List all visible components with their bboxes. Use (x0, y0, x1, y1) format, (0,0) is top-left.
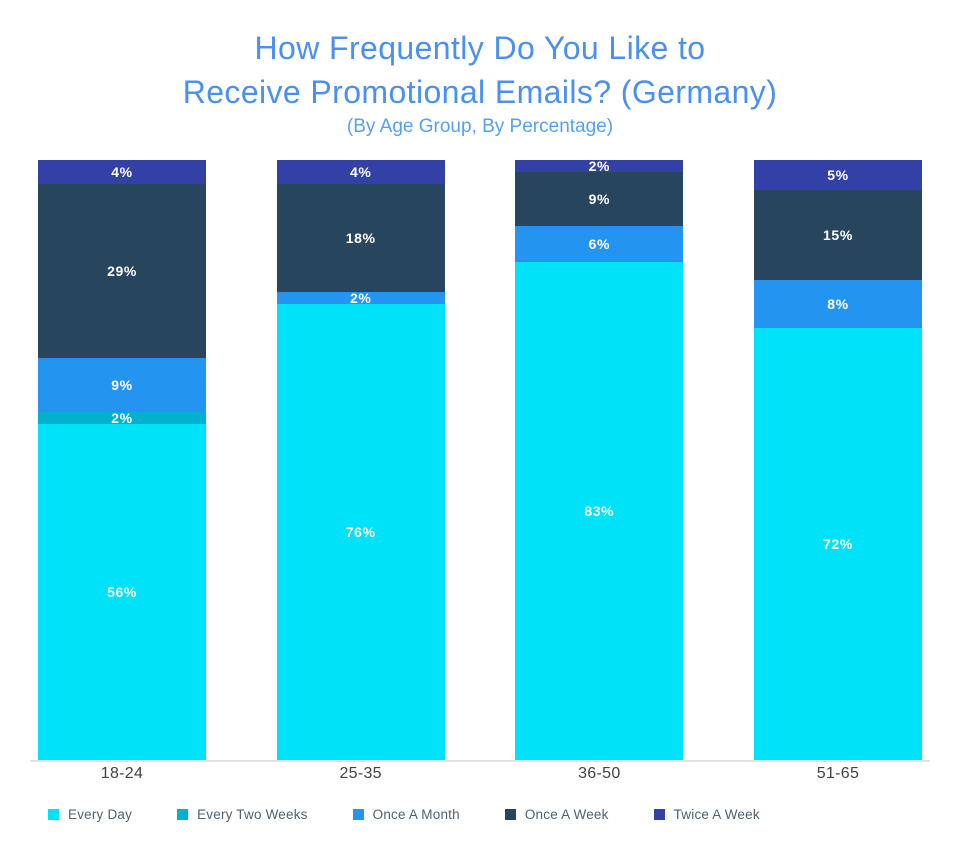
segment-twice-a-week: 4% (38, 160, 206, 184)
bar-51-65: 5% 15% 8% 72% (753, 160, 922, 760)
legend-swatch-icon (48, 809, 59, 820)
legend-swatch-icon (177, 809, 189, 820)
segment-value-label: 29% (107, 263, 137, 279)
bar-18-24: 4% 29% 9% 2% 56% (38, 160, 206, 760)
segment-value-label: 18% (345, 230, 376, 246)
segment-value-label: 2% (588, 158, 611, 174)
segment-value-label: 72% (823, 536, 853, 552)
legend-item-label: Once A Month (372, 807, 460, 822)
legend-item-label: Once A Week (524, 807, 609, 822)
chart-title: How Frequently Do You Like to Receive Pr… (0, 26, 960, 114)
segment-every-day: 56% (38, 424, 206, 760)
segment-value-label: 9% (111, 377, 133, 393)
chart-title-line1: How Frequently Do You Like to (254, 30, 706, 66)
legend-item-label: Every Day (68, 807, 133, 822)
segment-every-two-weeks: 2% (38, 410, 206, 426)
legend-item-once-a-week: Once A Week (504, 807, 609, 822)
x-axis-label-18-24: 18-24 (100, 765, 144, 782)
segment-twice-a-week: 2% (515, 158, 684, 174)
segment-once-a-week: 18% (276, 184, 445, 292)
chart-title-line2: Receive Promotional Emails? (Germany) (182, 74, 778, 110)
segment-value-label: 2% (349, 290, 372, 306)
legend-swatch-icon (653, 809, 665, 820)
x-axis-label-25-35: 25-35 (339, 765, 382, 782)
segment-value-label: 15% (823, 227, 853, 243)
segment-once-a-week: 9% (515, 172, 684, 226)
segment-value-label: 83% (584, 503, 615, 519)
segment-every-day: 72% (753, 328, 922, 760)
segment-once-a-month: 2% (276, 290, 445, 306)
x-axis-label-36-50: 36-50 (578, 765, 621, 782)
chart-legend: Every Day Every Two Weeks Once A Month Once… (48, 807, 960, 822)
x-axis-line (30, 760, 930, 762)
legend-item-label: Twice A Week (673, 807, 760, 822)
legend-item-label: Every Two Weeks (197, 807, 308, 822)
segment-once-a-month: 9% (38, 358, 206, 412)
x-axis-labels: 18-24 25-35 36-50 51-65 (38, 765, 922, 783)
segment-value-label: 2% (111, 410, 133, 426)
legend-item-every-two-weeks: Every Two Weeks (177, 807, 308, 822)
segment-value-label: 56% (107, 584, 137, 600)
segment-once-a-week: 29% (38, 184, 206, 358)
segment-once-a-month: 6% (515, 226, 684, 262)
segment-value-label: 9% (588, 191, 611, 207)
segment-once-a-month: 8% (753, 280, 922, 328)
segment-every-day: 76% (276, 304, 445, 760)
bar-25-35: 4% 18% 2% 76% (276, 160, 445, 760)
legend-swatch-icon (504, 809, 516, 820)
segment-value-label: 4% (111, 164, 133, 180)
plot-area: 4% 29% 9% 2% 56% 4% 18% 2% 76% 2% 9% 6% 83% 5% 15% 8% 72… (30, 158, 930, 762)
legend-swatch-icon (352, 809, 364, 820)
legend-item-twice-a-week: Twice A Week (653, 807, 760, 822)
segment-twice-a-week: 5% (753, 160, 922, 190)
segment-value-label: 76% (345, 524, 376, 540)
legend-item-once-a-month: Once A Month (352, 807, 460, 822)
segment-twice-a-week: 4% (276, 160, 445, 184)
legend-item-every-day: Every Day (48, 807, 132, 822)
segment-value-label: 4% (349, 164, 372, 180)
chart-subtitle: (By Age Group, By Percentage) (346, 116, 614, 137)
segment-value-label: 5% (827, 167, 849, 183)
segment-once-a-week: 15% (753, 190, 922, 280)
segment-value-label: 8% (827, 296, 849, 312)
chart-header: How Frequently Do You Like to Receive Pr… (0, 0, 960, 138)
segment-value-label: 6% (588, 236, 611, 252)
bar-36-50: 2% 9% 6% 83% (515, 158, 684, 760)
x-axis-label-51-65: 51-65 (816, 765, 860, 782)
segment-every-day: 83% (515, 262, 684, 760)
